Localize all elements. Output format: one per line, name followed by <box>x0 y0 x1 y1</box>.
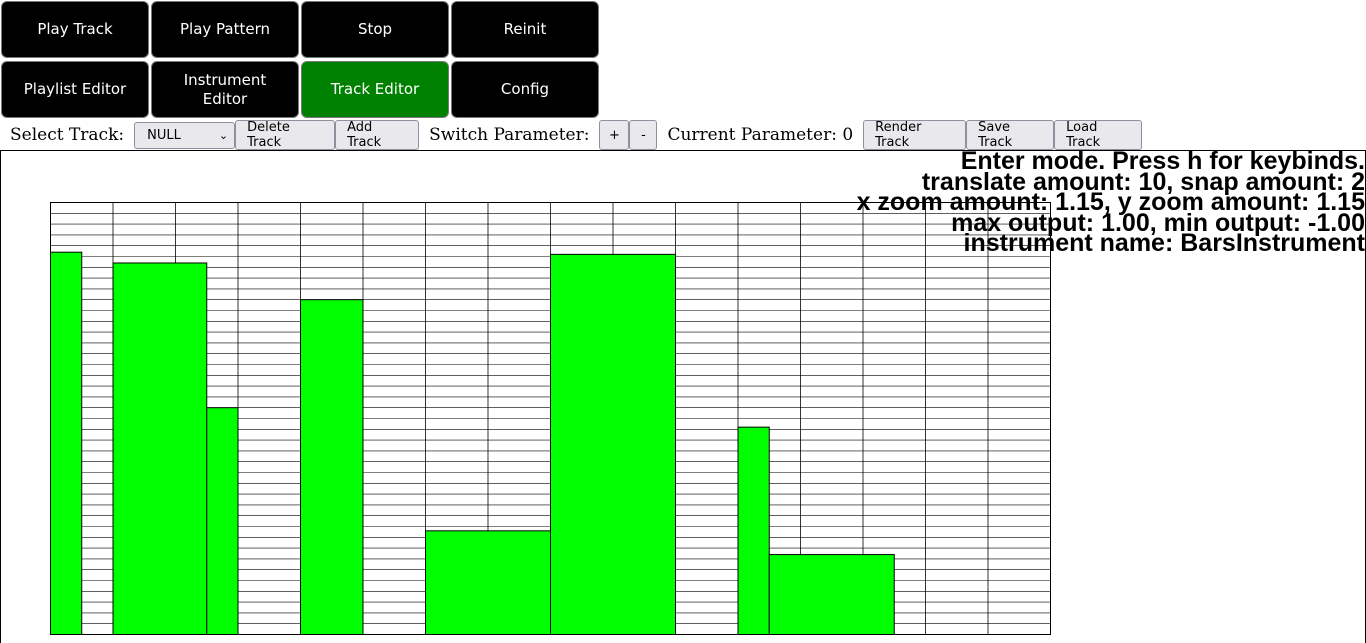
render-track-button[interactable]: Render Track <box>863 120 967 150</box>
select-track-label: Select Track: <box>10 125 125 145</box>
track-select[interactable]: NULL ⌄ <box>134 121 236 149</box>
track-editor-canvas[interactable]: Enter mode. Press h for keybinds. transl… <box>0 150 1366 643</box>
track-grid[interactable] <box>1 151 1366 643</box>
stop-button[interactable]: Stop <box>301 1 449 58</box>
load-track-button[interactable]: Load Track <box>1054 120 1143 150</box>
note-bar[interactable] <box>425 530 551 636</box>
play-track-button[interactable]: Play Track <box>1 1 149 58</box>
note-bar[interactable] <box>768 554 895 635</box>
track-select-value: NULL <box>147 127 181 143</box>
main-nav: Play Track Play Pattern Stop Reinit Play… <box>1 1 601 121</box>
note-bar[interactable] <box>550 253 676 635</box>
chevron-down-icon: ⌄ <box>218 128 229 142</box>
parameter-next-button[interactable]: + <box>599 120 630 150</box>
note-bar[interactable] <box>50 251 83 636</box>
parameter-prev-button[interactable]: - <box>629 120 658 150</box>
instrument-editor-button[interactable]: Instrument Editor <box>151 61 299 118</box>
note-bar[interactable] <box>737 426 770 636</box>
add-track-button[interactable]: Add Track <box>335 120 420 150</box>
reinit-button[interactable]: Reinit <box>451 1 599 58</box>
note-bar[interactable] <box>112 262 208 635</box>
delete-track-button[interactable]: Delete Track <box>235 120 336 150</box>
track-editor-button[interactable]: Track Editor <box>301 61 449 118</box>
current-parameter-label: Current Parameter: 0 <box>667 125 854 145</box>
note-bars <box>50 251 895 636</box>
track-toolbar: Select Track: NULL ⌄ Delete Track Add Tr… <box>0 120 1366 150</box>
note-bar[interactable] <box>300 299 364 635</box>
switch-parameter-label: Switch Parameter: <box>429 125 590 145</box>
note-bar[interactable] <box>206 407 239 636</box>
config-button[interactable]: Config <box>451 61 599 118</box>
save-track-button[interactable]: Save Track <box>966 120 1055 150</box>
playlist-editor-button[interactable]: Playlist Editor <box>1 61 149 118</box>
play-pattern-button[interactable]: Play Pattern <box>151 1 299 58</box>
